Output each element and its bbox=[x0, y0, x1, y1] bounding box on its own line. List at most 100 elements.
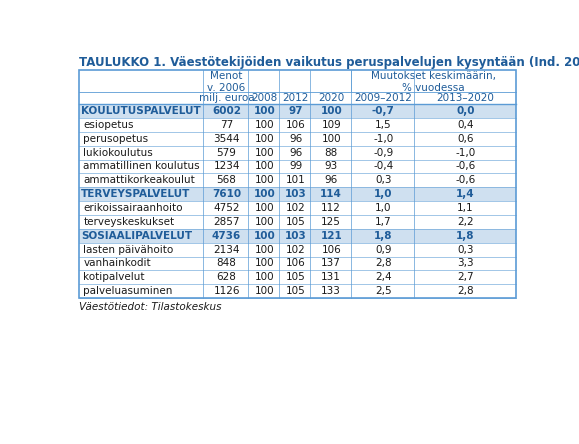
Text: 4752: 4752 bbox=[213, 203, 240, 213]
Text: 848: 848 bbox=[217, 258, 237, 269]
Text: 3544: 3544 bbox=[213, 134, 240, 144]
Text: 93: 93 bbox=[325, 162, 338, 171]
Text: 100: 100 bbox=[255, 175, 274, 185]
Text: lukiokoulutus: lukiokoulutus bbox=[83, 147, 153, 158]
Text: 133: 133 bbox=[321, 286, 341, 296]
Text: 100: 100 bbox=[255, 217, 274, 227]
Text: 100: 100 bbox=[320, 106, 342, 116]
Text: 125: 125 bbox=[321, 217, 341, 227]
Text: TAULUKKO 1. Väestötekijöiden vaikutus peruspalvelujen kysyntään (Ind. 2008=100): TAULUKKO 1. Väestötekijöiden vaikutus pe… bbox=[79, 56, 579, 69]
Text: Muutokset keskimäärin,
% vuodessa: Muutokset keskimäärin, % vuodessa bbox=[371, 71, 496, 93]
Text: 2013–2020: 2013–2020 bbox=[437, 92, 494, 103]
Text: 568: 568 bbox=[217, 175, 237, 185]
Text: 1126: 1126 bbox=[213, 286, 240, 296]
Text: 137: 137 bbox=[321, 258, 341, 269]
Text: 0,3: 0,3 bbox=[375, 175, 391, 185]
Text: 77: 77 bbox=[220, 120, 233, 130]
Text: Menot
v. 2006: Menot v. 2006 bbox=[207, 71, 245, 93]
Text: Väestötiedot: Tilastokeskus: Väestötiedot: Tilastokeskus bbox=[79, 302, 221, 312]
Text: 96: 96 bbox=[289, 147, 302, 158]
Text: 2857: 2857 bbox=[213, 217, 240, 227]
Text: 1,1: 1,1 bbox=[457, 203, 474, 213]
Text: 2020: 2020 bbox=[318, 92, 345, 103]
Text: terveyskeskukset: terveyskeskukset bbox=[83, 217, 174, 227]
Text: erikoissairaanhoito: erikoissairaanhoito bbox=[83, 203, 183, 213]
Bar bbox=[79, 187, 516, 201]
Text: 2,4: 2,4 bbox=[375, 272, 391, 282]
Text: 102: 102 bbox=[285, 245, 306, 254]
Text: 131: 131 bbox=[321, 272, 341, 282]
Text: milj. euroa: milj. euroa bbox=[199, 92, 254, 103]
Text: -0,7: -0,7 bbox=[372, 106, 394, 116]
Text: 100: 100 bbox=[255, 245, 274, 254]
Text: 100: 100 bbox=[254, 189, 276, 199]
Text: 2134: 2134 bbox=[213, 245, 240, 254]
Text: 628: 628 bbox=[217, 272, 237, 282]
Text: esiopetus: esiopetus bbox=[83, 120, 134, 130]
Text: 114: 114 bbox=[320, 189, 342, 199]
Text: 3,3: 3,3 bbox=[457, 258, 474, 269]
Text: 121: 121 bbox=[320, 231, 342, 241]
Text: 2,5: 2,5 bbox=[375, 286, 391, 296]
Text: 96: 96 bbox=[289, 134, 302, 144]
Bar bbox=[79, 229, 516, 243]
Text: 2009–2012: 2009–2012 bbox=[354, 92, 412, 103]
Text: 99: 99 bbox=[289, 162, 302, 171]
Text: lasten päivähoito: lasten päivähoito bbox=[83, 245, 174, 254]
Text: -0,9: -0,9 bbox=[373, 147, 393, 158]
Text: 100: 100 bbox=[255, 162, 274, 171]
Text: 0,3: 0,3 bbox=[457, 245, 474, 254]
Text: 1234: 1234 bbox=[213, 162, 240, 171]
Text: 88: 88 bbox=[325, 147, 338, 158]
Text: 0,0: 0,0 bbox=[456, 106, 475, 116]
Text: 2,7: 2,7 bbox=[457, 272, 474, 282]
Text: 97: 97 bbox=[288, 106, 303, 116]
Text: 1,5: 1,5 bbox=[375, 120, 391, 130]
Text: KOULUTUSPALVELUT: KOULUTUSPALVELUT bbox=[81, 106, 201, 116]
Text: 0,9: 0,9 bbox=[375, 245, 391, 254]
Text: 106: 106 bbox=[285, 120, 306, 130]
Text: 0,6: 0,6 bbox=[457, 134, 474, 144]
Text: vanhainkodit: vanhainkodit bbox=[83, 258, 151, 269]
Text: 105: 105 bbox=[285, 272, 306, 282]
Text: 2008: 2008 bbox=[251, 92, 278, 103]
Text: -1,0: -1,0 bbox=[455, 147, 475, 158]
Text: 2,8: 2,8 bbox=[457, 286, 474, 296]
Text: 106: 106 bbox=[321, 245, 341, 254]
Text: 109: 109 bbox=[321, 120, 341, 130]
Text: -1,0: -1,0 bbox=[373, 134, 393, 144]
Text: 100: 100 bbox=[254, 231, 276, 241]
Text: 100: 100 bbox=[255, 147, 274, 158]
Text: 0,4: 0,4 bbox=[457, 120, 474, 130]
Text: 6002: 6002 bbox=[212, 106, 241, 116]
Text: 101: 101 bbox=[285, 175, 306, 185]
Text: 7610: 7610 bbox=[212, 189, 241, 199]
Text: 103: 103 bbox=[285, 231, 306, 241]
Text: kotipalvelut: kotipalvelut bbox=[83, 272, 145, 282]
Text: 100: 100 bbox=[255, 286, 274, 296]
Text: -0,6: -0,6 bbox=[455, 175, 475, 185]
Text: 106: 106 bbox=[285, 258, 306, 269]
Text: 1,8: 1,8 bbox=[374, 231, 393, 241]
Text: palveluasuminen: palveluasuminen bbox=[83, 286, 173, 296]
Text: 579: 579 bbox=[217, 147, 237, 158]
Text: 100: 100 bbox=[255, 258, 274, 269]
Text: 100: 100 bbox=[255, 134, 274, 144]
Text: -0,4: -0,4 bbox=[373, 162, 393, 171]
Text: 1,4: 1,4 bbox=[456, 189, 475, 199]
Text: perusopetus: perusopetus bbox=[83, 134, 148, 144]
Text: 100: 100 bbox=[321, 134, 341, 144]
Text: 96: 96 bbox=[325, 175, 338, 185]
Text: 100: 100 bbox=[255, 203, 274, 213]
Text: 103: 103 bbox=[285, 189, 306, 199]
Text: 4736: 4736 bbox=[212, 231, 241, 241]
Text: 2,2: 2,2 bbox=[457, 217, 474, 227]
Text: 100: 100 bbox=[255, 120, 274, 130]
Text: 100: 100 bbox=[254, 106, 276, 116]
Text: 105: 105 bbox=[285, 217, 306, 227]
Text: 102: 102 bbox=[285, 203, 306, 213]
Text: ammatillinen koulutus: ammatillinen koulutus bbox=[83, 162, 200, 171]
Text: 1,8: 1,8 bbox=[456, 231, 475, 241]
Text: 100: 100 bbox=[255, 272, 274, 282]
Text: 1,0: 1,0 bbox=[374, 189, 393, 199]
